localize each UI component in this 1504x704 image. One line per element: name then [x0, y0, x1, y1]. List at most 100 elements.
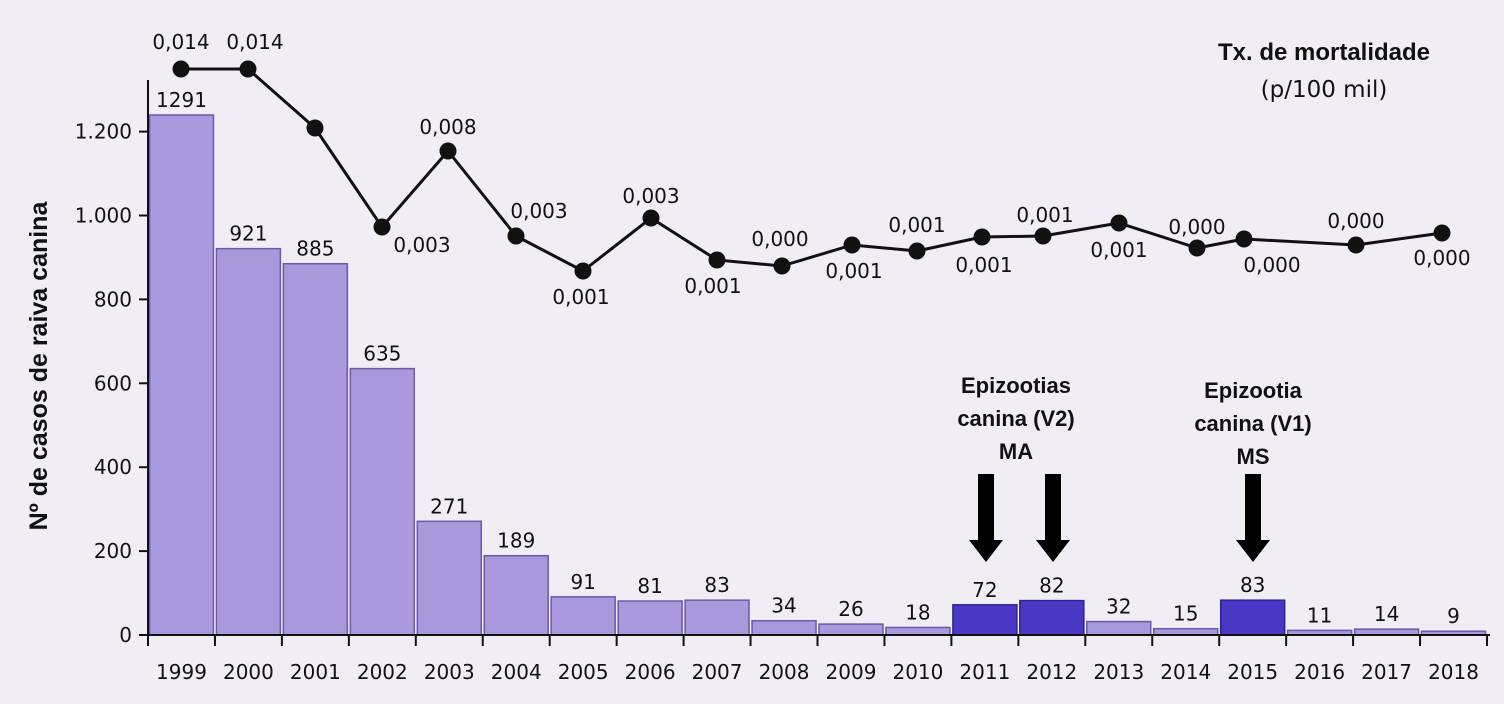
bar-2000	[215, 247, 282, 636]
bars-layer: 1291 921 885 635 271 189 91 81 83 34 26 18 72 82 32 15 8…	[148, 88, 1487, 636]
bar-2001	[282, 262, 349, 636]
x-tick-label-2011: 2011	[959, 660, 1010, 684]
bar-value-label-2005: 91	[570, 570, 595, 594]
x-tick-label-2012: 2012	[1026, 660, 1077, 684]
y-tick-label-0: 0	[119, 623, 132, 647]
mortality-point-8	[708, 251, 726, 269]
annotation-1-line-3: MA	[999, 439, 1033, 464]
x-tick-label-2016: 2016	[1294, 660, 1345, 684]
mortality-point-4	[439, 142, 457, 160]
annotation-2-line-3: MS	[1237, 444, 1270, 469]
bar-value-label-2002: 635	[363, 342, 401, 366]
mortality-label-17: 0,000	[1327, 209, 1384, 233]
y-tick-label-200: 200	[94, 539, 132, 563]
bar-value-label-2012: 82	[1039, 574, 1064, 598]
mortality-label-15: 0,000	[1168, 215, 1225, 239]
bar-value-label-2018: 9	[1447, 604, 1460, 628]
y-tick-label-1200: 1.200	[75, 120, 132, 144]
mortality-label-6: 0,001	[552, 285, 609, 309]
mortality-point-18	[1433, 224, 1451, 242]
mortality-label-11: 0,001	[888, 213, 945, 237]
bar-2005	[550, 596, 616, 636]
y-tick-label-600: 600	[94, 371, 132, 395]
x-tick-label-2000: 2000	[223, 660, 274, 684]
bar-2012	[1019, 599, 1085, 636]
x-tick-label-2002: 2002	[357, 660, 408, 684]
mortality-label-8: 0,001	[684, 274, 741, 298]
y-axis-label: Nº de casos de raiva canina	[25, 201, 53, 531]
x-tick-label-2010: 2010	[892, 660, 943, 684]
annotation-2-arrow-1	[1236, 474, 1270, 562]
x-tick-label-1999: 1999	[156, 660, 207, 684]
mortality-label-0: 0,014	[152, 30, 209, 54]
y-tick-label-800: 800	[94, 287, 132, 311]
mortality-label-18: 0,000	[1413, 246, 1470, 270]
x-tick-label-2005: 2005	[558, 660, 609, 684]
x-tick-label-2008: 2008	[759, 660, 810, 684]
mortality-label-9: 0,000	[751, 227, 808, 251]
x-tick-label-2014: 2014	[1160, 660, 1211, 684]
mortality-point-7	[642, 209, 660, 227]
bar-2015	[1219, 599, 1286, 636]
mortality-label-14: 0,001	[1090, 238, 1147, 262]
mortality-label-10: 0,001	[825, 259, 882, 283]
mortality-point-14	[1110, 214, 1128, 232]
mortality-point-15	[1188, 239, 1206, 257]
mortality-label-3: 0,003	[393, 233, 450, 257]
y-tick-label-400: 400	[94, 455, 132, 479]
bar-value-label-2001: 885	[296, 237, 334, 261]
bar-2002	[349, 367, 416, 636]
bar-value-label-1999: 1291	[156, 88, 207, 112]
mortality-label-13: 0,001	[1016, 203, 1073, 227]
mortality-point-0	[172, 60, 190, 78]
mortality-point-16	[1235, 230, 1253, 248]
mortality-point-3	[373, 218, 391, 236]
bar-2006	[617, 600, 683, 636]
bar-2010	[885, 626, 951, 636]
annotation-2-line-2: canina (V1)	[1194, 411, 1311, 436]
bar-2009	[818, 623, 884, 636]
bar-value-label-2013: 32	[1106, 595, 1131, 619]
mortality-point-2	[306, 119, 324, 137]
mortality-label-1: 0,014	[226, 30, 283, 54]
bar-2008	[751, 619, 817, 636]
mortality-line	[181, 67, 1443, 273]
x-tick-label-2007: 2007	[692, 660, 743, 684]
mortality-point-6	[574, 262, 592, 280]
mortality-label-7: 0,003	[622, 184, 679, 208]
mortality-point-13	[1034, 227, 1052, 245]
bar-value-label-2014: 15	[1173, 602, 1198, 626]
bar-2007	[684, 599, 750, 636]
line-subtitle: (p/100 mil)	[1261, 77, 1388, 103]
annotation-1-arrow-2	[1036, 474, 1070, 562]
bar-value-label-2015: 83	[1240, 573, 1265, 597]
bar-value-label-2010: 18	[905, 600, 930, 624]
x-tick-label-2006: 2006	[625, 660, 676, 684]
mortality-label-4: 0,008	[419, 115, 476, 139]
mortality-point-17	[1347, 236, 1365, 254]
annotation-1-line-2: canina (V2)	[957, 406, 1074, 431]
mortality-point-9	[773, 257, 791, 275]
mortality-point-5	[507, 227, 525, 245]
mortality-point-11	[908, 242, 926, 260]
bar-value-label-2000: 921	[229, 222, 267, 246]
bar-value-label-2003: 271	[430, 494, 468, 518]
x-tick-label-2015: 2015	[1227, 660, 1278, 684]
x-tick-label-2018: 2018	[1428, 660, 1479, 684]
bar-value-label-2011: 72	[972, 578, 997, 602]
x-tick-label-2001: 2001	[290, 660, 341, 684]
mortality-label-5: 0,003	[510, 199, 567, 223]
mortality-point-1	[239, 60, 257, 78]
bar-value-label-2009: 26	[838, 597, 863, 621]
bar-value-label-2007: 83	[704, 573, 729, 597]
x-tick-label-2013: 2013	[1093, 660, 1144, 684]
x-tick-label-2009: 2009	[826, 660, 877, 684]
y-tick-label-1000: 1.000	[75, 204, 132, 228]
x-tick-label-2017: 2017	[1361, 660, 1412, 684]
x-tick-label-2004: 2004	[491, 660, 542, 684]
mortality-point-10	[843, 236, 861, 254]
bar-2013	[1086, 620, 1152, 636]
mortality-label-12: 0,001	[955, 253, 1012, 277]
bar-1999	[148, 114, 215, 636]
